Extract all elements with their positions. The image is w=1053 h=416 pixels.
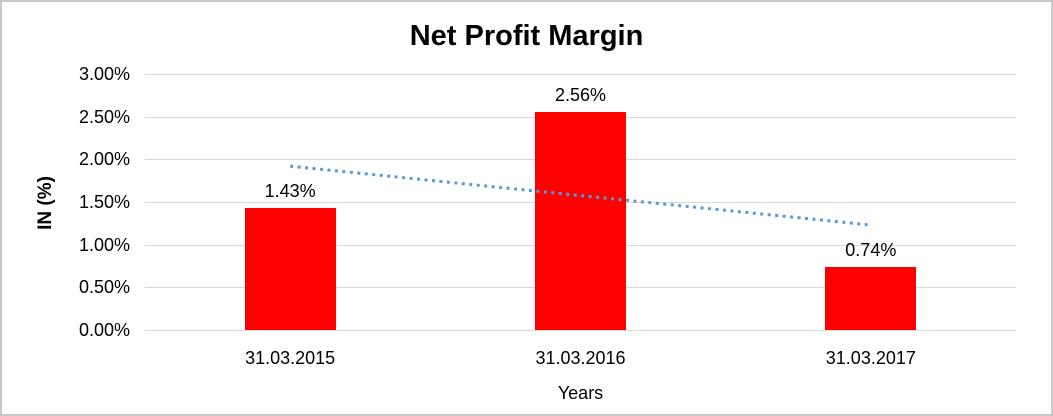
y-tick-label: 2.00% (78, 149, 130, 170)
linear-trendline (290, 164, 871, 227)
y-tick-label: 0.50% (78, 277, 130, 298)
x-tick-label: 31.03.2017 (825, 348, 916, 368)
plot-area (145, 74, 1016, 331)
bar-31.03.2017 (825, 266, 917, 330)
bar-31.03.2015 (244, 207, 336, 330)
y-tick-label: 0.00% (78, 320, 130, 340)
x-tick-label: 31.03.2015 (245, 348, 336, 368)
bar-31.03.2016 (535, 111, 626, 330)
x-axis-title: Years (557, 383, 604, 403)
gridline (145, 74, 1016, 75)
x-tick-label: 31.03.2016 (535, 348, 626, 368)
gridline (145, 330, 1016, 331)
y-tick-label: 3.00% (78, 64, 130, 84)
data-label: 2.56% (554, 84, 607, 105)
data-label: 1.43% (264, 180, 316, 201)
chart-title: Net Profit Margin (409, 20, 644, 52)
y-tick-label: 1.00% (78, 234, 130, 255)
y-tick-label: 2.50% (78, 106, 130, 127)
y-tick-label: 1.50% (78, 192, 130, 212)
data-label: 0.74% (845, 239, 897, 260)
